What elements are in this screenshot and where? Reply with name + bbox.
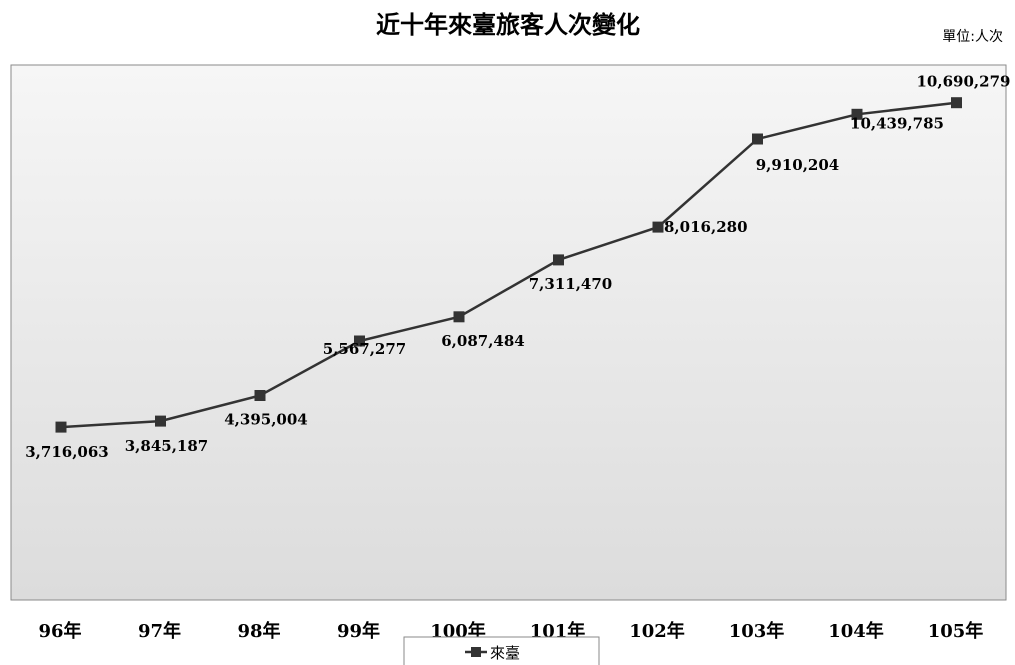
- x-tick-label: 102年: [629, 620, 685, 642]
- data-point-marker: [851, 108, 863, 120]
- legend-box: [403, 636, 600, 665]
- data-point-marker: [951, 97, 962, 109]
- legend: 來臺: [403, 636, 600, 665]
- plot-area: [10, 64, 1007, 601]
- legend-marker-swatch: [471, 647, 481, 657]
- x-tick-label: 97年: [138, 620, 181, 642]
- data-label: 6,087,484: [441, 332, 525, 350]
- data-point-marker: [155, 415, 166, 427]
- x-tick-label: 103年: [729, 620, 785, 642]
- data-point-marker: [55, 421, 67, 433]
- data-point-marker: [254, 390, 266, 401]
- x-tick-label: 98年: [237, 620, 280, 642]
- data-point-marker: [453, 311, 465, 323]
- data-point-marker: [652, 221, 664, 233]
- data-label: 3,845,187: [125, 437, 209, 455]
- data-point-marker: [553, 254, 564, 266]
- series-line-group: [55, 97, 962, 433]
- x-tick-label: 105年: [928, 620, 984, 642]
- series-line: [60, 101, 957, 429]
- data-point-marker: [354, 335, 365, 347]
- x-tick-label: 99年: [337, 620, 380, 642]
- data-label: 5,567,277: [323, 340, 407, 358]
- data-label: 9,910,204: [756, 156, 840, 174]
- data-label: 10,690,279: [917, 73, 1011, 91]
- data-labels: 3,716,063 3,845,187 4,395,004 5,567,277 6,08…: [25, 73, 1010, 461]
- x-tick-label: 104年: [828, 620, 884, 642]
- data-label: 7,311,470: [529, 275, 613, 293]
- chart-title: 近十年來臺旅客人次變化: [376, 10, 640, 39]
- legend-series-name: 來臺: [490, 644, 520, 662]
- data-label: 8,016,280: [664, 218, 748, 236]
- data-label: 4,395,004: [224, 411, 308, 429]
- unit-label: 單位:人次: [942, 29, 1003, 45]
- data-label: 10,439,785: [850, 114, 944, 132]
- x-tick-label: 96年: [38, 620, 81, 642]
- data-label: 3,716,063: [25, 443, 109, 461]
- data-point-marker: [752, 133, 763, 145]
